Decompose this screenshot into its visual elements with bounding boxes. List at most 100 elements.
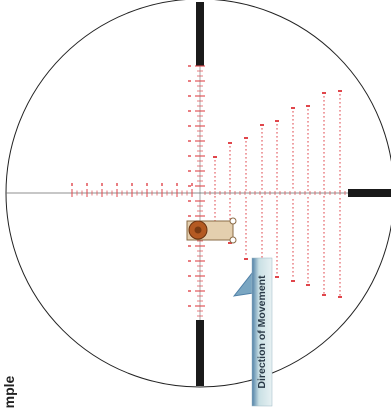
lead-dot — [307, 149, 309, 151]
lead-dot — [339, 162, 341, 164]
lead-dot — [292, 147, 294, 149]
lead-dot — [292, 267, 294, 269]
lead-dot — [339, 190, 341, 192]
lead-dot — [307, 153, 309, 155]
lead-dot — [292, 175, 294, 177]
lead-dot — [261, 156, 263, 158]
lead-dot — [261, 252, 263, 254]
lead-dot — [339, 118, 341, 120]
lead-dot — [292, 135, 294, 137]
lead-dot — [229, 162, 231, 164]
lead-dot — [323, 200, 325, 202]
lead-dot — [292, 167, 294, 169]
lead-dot — [339, 206, 341, 208]
lead-dot — [292, 271, 294, 273]
lead-dot — [307, 169, 309, 171]
lead-dot — [339, 170, 341, 172]
lead-dot — [229, 190, 231, 192]
lead-dot — [339, 150, 341, 152]
lead-dot — [323, 256, 325, 258]
lead-dot — [307, 181, 309, 183]
vertical-hash-tag — [188, 200, 191, 202]
lead-dot — [292, 203, 294, 205]
lead-bottom-marker — [291, 280, 295, 282]
lead-dot — [339, 178, 341, 180]
lead-dot — [339, 110, 341, 112]
lead-dot — [229, 154, 231, 156]
vertical-hash-tag — [188, 215, 191, 217]
lead-dot — [339, 246, 341, 248]
lead-dot — [229, 186, 231, 188]
horizontal-hash-tag — [146, 183, 148, 186]
lead-dot — [292, 199, 294, 201]
lead-top-marker — [275, 120, 279, 122]
lead-dot — [245, 141, 247, 143]
lead-dot — [292, 159, 294, 161]
lead-dot — [339, 254, 341, 256]
lead-dot — [323, 248, 325, 250]
lead-dot — [276, 252, 278, 254]
lead-dot — [307, 189, 309, 191]
lead-dot — [339, 242, 341, 244]
lead-dot — [292, 115, 294, 117]
lead-dot — [214, 208, 216, 210]
horizontal-hash-tag — [161, 183, 163, 186]
lead-dot — [214, 200, 216, 202]
lead-dot — [292, 251, 294, 253]
lead-dot — [323, 288, 325, 290]
lead-dot — [276, 196, 278, 198]
lead-dot — [339, 238, 341, 240]
lead-dot — [323, 188, 325, 190]
lead-dot — [276, 140, 278, 142]
lead-dot — [229, 210, 231, 212]
vertical-hash-tag — [188, 275, 191, 277]
lead-dot — [307, 269, 309, 271]
lead-dot — [292, 155, 294, 157]
lead-top-marker — [322, 92, 326, 94]
lead-dot — [245, 153, 247, 155]
lead-dot — [292, 231, 294, 233]
lead-dot — [276, 128, 278, 130]
lead-dot — [323, 160, 325, 162]
horizontal-hash-marks — [71, 183, 346, 197]
lead-dot — [323, 100, 325, 102]
lead-dot — [307, 157, 309, 159]
lead-dot — [292, 247, 294, 249]
lead-bottom-marker — [275, 276, 279, 278]
lead-dot — [261, 136, 263, 138]
lead-dot — [229, 218, 231, 220]
lead-dot — [276, 176, 278, 178]
lead-dot — [276, 156, 278, 158]
lead-dot — [245, 149, 247, 151]
direction-label: Direction of Movement — [256, 275, 268, 389]
lead-dot — [307, 165, 309, 167]
top-post — [196, 2, 204, 66]
lead-dot — [292, 219, 294, 221]
lead-dot — [307, 213, 309, 215]
lead-dot — [261, 160, 263, 162]
lead-dot — [292, 127, 294, 129]
lead-dot — [292, 139, 294, 141]
lead-top-marker — [338, 90, 342, 92]
lead-dot — [214, 212, 216, 214]
lead-dot — [339, 230, 341, 232]
lead-dot — [339, 258, 341, 260]
lead-top-marker — [213, 156, 217, 158]
horizontal-hash-tag — [131, 183, 133, 186]
lead-bottom-marker — [322, 294, 326, 296]
lead-dot — [245, 189, 247, 191]
lead-dot — [323, 204, 325, 206]
lead-dot — [229, 206, 231, 208]
lead-dot — [339, 250, 341, 252]
lead-dot — [214, 172, 216, 174]
lead-dot — [261, 172, 263, 174]
lead-dot — [323, 224, 325, 226]
lead-dot — [261, 176, 263, 178]
lead-dot — [261, 248, 263, 250]
lead-dot — [307, 261, 309, 263]
lead-dot — [307, 201, 309, 203]
lead-dot — [214, 176, 216, 178]
lead-dot — [292, 239, 294, 241]
lead-dot — [292, 179, 294, 181]
lead-dot — [261, 164, 263, 166]
